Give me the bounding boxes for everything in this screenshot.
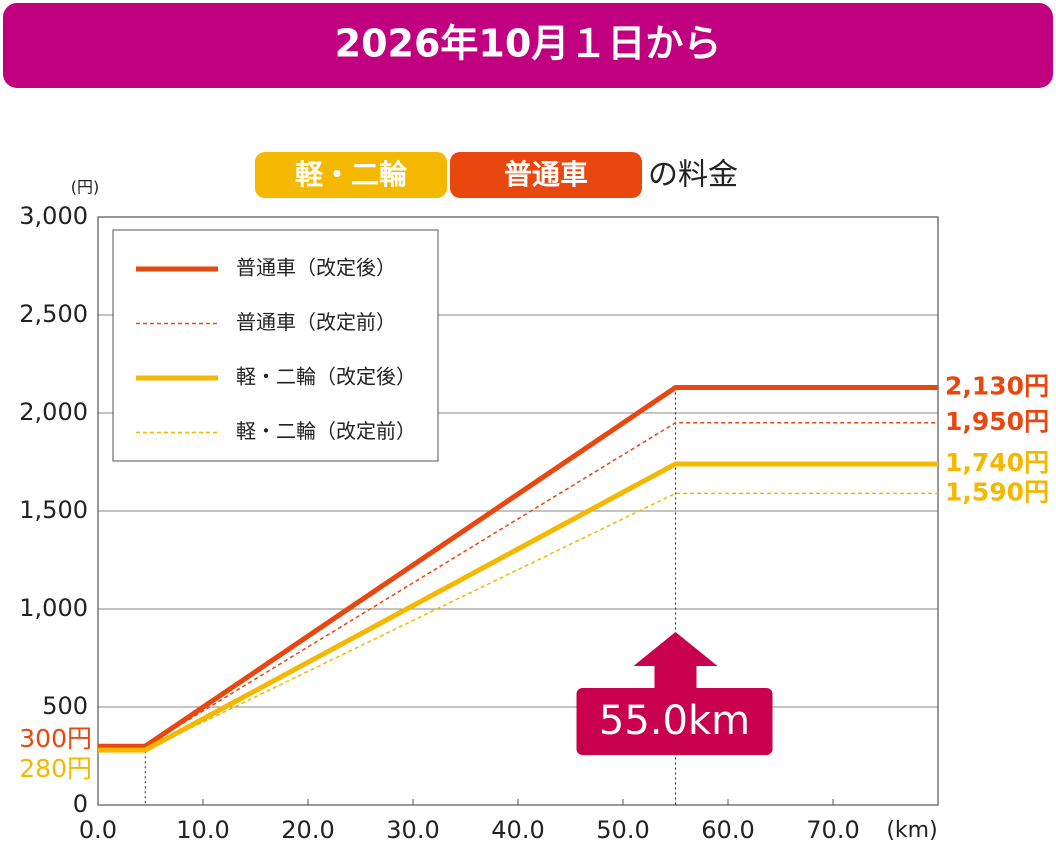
x-tick-label: 70.0 bbox=[806, 816, 859, 844]
legend-label: 軽・二輪（改定後） bbox=[236, 365, 416, 389]
y-tick-label: 500 bbox=[42, 692, 88, 720]
value-label: 2,130円 bbox=[945, 372, 1049, 401]
x-tick-label: 40.0 bbox=[491, 816, 544, 844]
subtitle: の料金 bbox=[648, 158, 738, 193]
value-label: 1,590円 bbox=[945, 477, 1049, 506]
annotation-box bbox=[576, 688, 773, 755]
x-tick-label: 10.0 bbox=[176, 816, 229, 844]
legend-label: 軽・二輪（改定前） bbox=[236, 419, 416, 443]
annotation-arrow bbox=[633, 632, 718, 690]
badge-text: 普通車 bbox=[504, 158, 588, 191]
x-tick-label: 20.0 bbox=[281, 816, 334, 844]
badge bbox=[450, 152, 642, 198]
x-tick-label: 50.0 bbox=[596, 816, 649, 844]
x-tick-label: 30.0 bbox=[386, 816, 439, 844]
series-line bbox=[98, 492, 938, 751]
legend-label: 普通車（改定前） bbox=[236, 310, 396, 334]
header-banner bbox=[3, 3, 1053, 88]
value-label: 300円 bbox=[19, 724, 92, 753]
y-tick-label: 3,000 bbox=[19, 202, 88, 230]
y-tick-label: 1,000 bbox=[19, 594, 88, 622]
annotation-text: 55.0km bbox=[599, 698, 750, 744]
y-tick-label: 2,000 bbox=[19, 398, 88, 426]
x-tick-label: 60.0 bbox=[701, 816, 754, 844]
y-tick-label: 1,500 bbox=[19, 496, 88, 524]
y-tick-label: 0 bbox=[73, 790, 88, 818]
value-label: 1,740円 bbox=[945, 448, 1049, 477]
value-label: 1,950円 bbox=[945, 407, 1049, 436]
legend-label: 普通車（改定後） bbox=[236, 256, 396, 280]
badge-text: 軽・二輪 bbox=[295, 158, 408, 191]
badge bbox=[255, 152, 447, 198]
series-line bbox=[98, 422, 938, 747]
header-title: 2026年10月１日から bbox=[335, 22, 722, 66]
x-unit: (km) bbox=[886, 818, 937, 843]
y-unit: (円) bbox=[71, 178, 100, 197]
value-label: 280円 bbox=[19, 754, 92, 783]
y-tick-label: 2,500 bbox=[19, 300, 88, 328]
x-tick-label: 0.0 bbox=[79, 816, 117, 844]
